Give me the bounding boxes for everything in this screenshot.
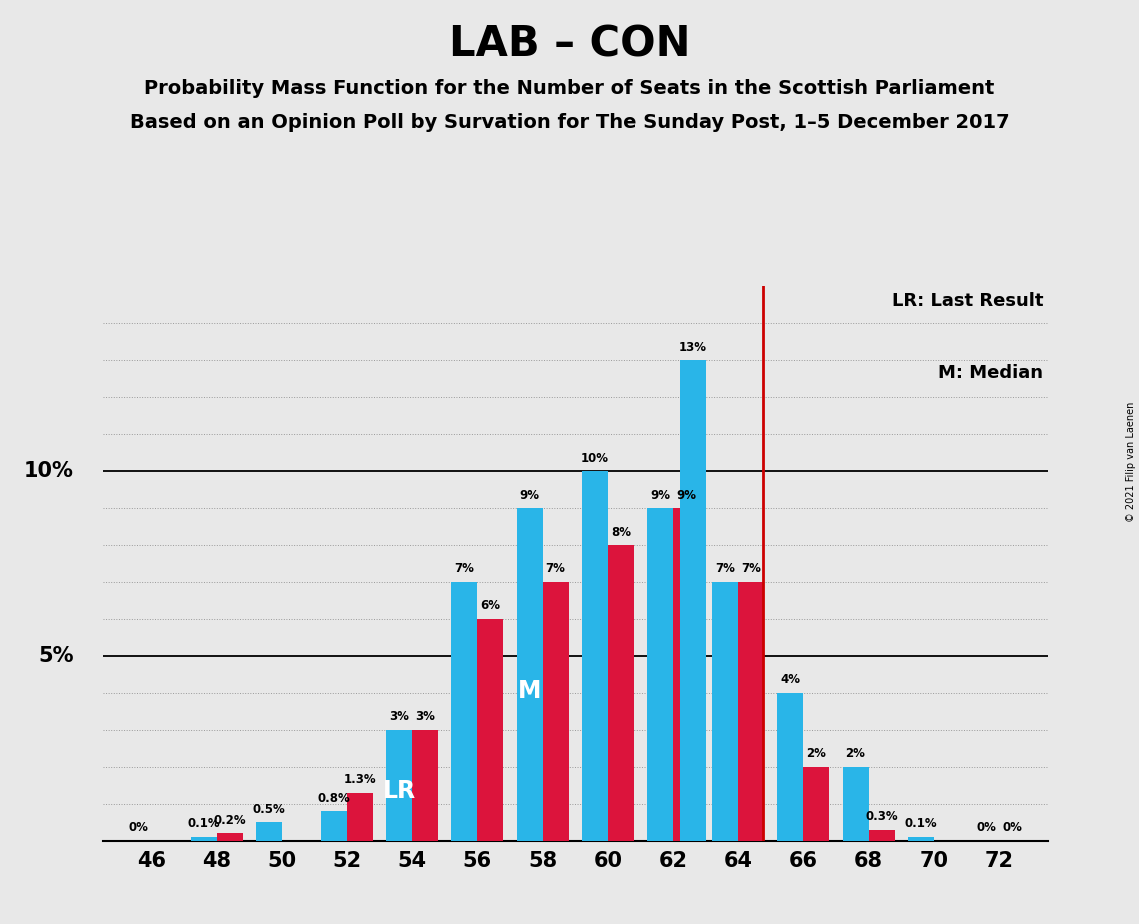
Text: 1.3%: 1.3% bbox=[344, 773, 376, 786]
Text: 4%: 4% bbox=[780, 674, 801, 687]
Text: LR: Last Result: LR: Last Result bbox=[892, 292, 1043, 310]
Text: 8%: 8% bbox=[611, 526, 631, 539]
Text: 0.5%: 0.5% bbox=[253, 803, 285, 816]
Bar bbox=[777, 693, 803, 841]
Bar bbox=[477, 619, 503, 841]
Bar bbox=[647, 508, 673, 841]
Bar bbox=[347, 793, 374, 841]
Bar bbox=[190, 837, 216, 841]
Bar bbox=[412, 730, 439, 841]
Bar bbox=[803, 767, 829, 841]
Bar bbox=[321, 811, 347, 841]
Bar bbox=[869, 830, 894, 841]
Text: 7%: 7% bbox=[546, 563, 566, 576]
Bar bbox=[680, 360, 705, 841]
Text: 6%: 6% bbox=[481, 600, 500, 613]
Bar bbox=[516, 508, 542, 841]
Text: 7%: 7% bbox=[715, 563, 735, 576]
Bar bbox=[386, 730, 412, 841]
Text: M: M bbox=[518, 679, 541, 703]
Bar bbox=[608, 545, 634, 841]
Bar bbox=[256, 822, 281, 841]
Text: 10%: 10% bbox=[24, 461, 74, 481]
Text: 10%: 10% bbox=[581, 452, 608, 465]
Text: LAB – CON: LAB – CON bbox=[449, 23, 690, 65]
Text: LR: LR bbox=[383, 779, 416, 803]
Text: 0.2%: 0.2% bbox=[213, 814, 246, 827]
Bar bbox=[673, 508, 699, 841]
Text: 0.3%: 0.3% bbox=[866, 810, 898, 823]
Text: 3%: 3% bbox=[390, 711, 409, 723]
Text: 0.8%: 0.8% bbox=[318, 792, 351, 805]
Text: 13%: 13% bbox=[679, 341, 706, 354]
Bar bbox=[451, 582, 477, 841]
Text: 5%: 5% bbox=[39, 646, 74, 666]
Bar bbox=[542, 582, 568, 841]
Text: © 2021 Filip van Laenen: © 2021 Filip van Laenen bbox=[1126, 402, 1136, 522]
Bar bbox=[843, 767, 869, 841]
Bar bbox=[216, 833, 243, 841]
Text: 3%: 3% bbox=[416, 711, 435, 723]
Text: 7%: 7% bbox=[741, 563, 761, 576]
Text: M: Median: M: Median bbox=[939, 364, 1043, 382]
Bar bbox=[738, 582, 764, 841]
Text: 0.1%: 0.1% bbox=[904, 818, 937, 831]
Text: 0%: 0% bbox=[1002, 821, 1022, 834]
Text: 2%: 2% bbox=[806, 748, 827, 760]
Bar bbox=[712, 582, 738, 841]
Bar bbox=[582, 471, 608, 841]
Text: 0%: 0% bbox=[976, 821, 995, 834]
Text: 9%: 9% bbox=[519, 489, 540, 502]
Text: 0%: 0% bbox=[129, 821, 148, 834]
Text: 9%: 9% bbox=[677, 489, 696, 502]
Text: 9%: 9% bbox=[650, 489, 670, 502]
Text: 0.1%: 0.1% bbox=[187, 818, 220, 831]
Text: 2%: 2% bbox=[845, 748, 866, 760]
Text: Probability Mass Function for the Number of Seats in the Scottish Parliament: Probability Mass Function for the Number… bbox=[145, 79, 994, 98]
Bar bbox=[908, 837, 934, 841]
Text: Based on an Opinion Poll by Survation for The Sunday Post, 1–5 December 2017: Based on an Opinion Poll by Survation fo… bbox=[130, 113, 1009, 132]
Text: 7%: 7% bbox=[454, 563, 474, 576]
